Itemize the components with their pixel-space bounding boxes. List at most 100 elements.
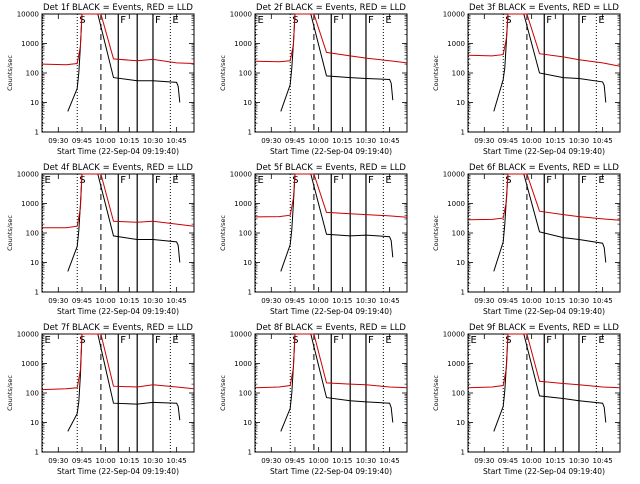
time-marker-label: F — [368, 15, 374, 26]
x-tick-label: 09:30 — [474, 137, 494, 145]
time-marker-label: E — [258, 175, 264, 186]
y-tick-label: 1000 — [21, 40, 39, 48]
time-marker-label: F — [333, 335, 339, 346]
x-tick-label: 10:00 — [96, 137, 116, 145]
y-tick-label: 100 — [239, 390, 252, 398]
time-marker-label: S — [505, 15, 511, 26]
time-marker-label: E — [385, 335, 391, 346]
x-tick-label: 10:00 — [309, 297, 329, 305]
time-marker-label: E — [471, 335, 477, 346]
x-tick-label: 09:45 — [285, 137, 305, 145]
y-tick-label: 10000 — [443, 11, 465, 19]
y-tick-label: 10 — [243, 419, 252, 427]
time-marker-label: S — [292, 335, 298, 346]
x-axis-label: Start Time (22-Sep-04 09:19:40) — [270, 147, 392, 156]
y-axis-label: Counts/sec — [432, 215, 440, 251]
time-marker-label: F — [581, 175, 587, 186]
time-marker-label: F — [155, 175, 161, 186]
x-tick-label: 10:15 — [545, 137, 565, 145]
plot-panel: Det 2f BLACK = Events, RED = LLD Counts/s… — [219, 3, 408, 156]
y-tick-label: 1 — [461, 289, 465, 297]
y-tick-label: 1 — [461, 129, 465, 137]
plot-panel: Det 9f BLACK = Events, RED = LLD Counts/s… — [432, 323, 621, 476]
y-tick-label: 100 — [26, 230, 39, 238]
y-tick-label: 10000 — [230, 331, 252, 339]
plot-panel: Det 7f BLACK = Events, RED = LLD Counts/s… — [6, 323, 195, 476]
plot-title: Det 3f BLACK = Events, RED = LLD — [469, 3, 619, 13]
series-line — [280, 13, 394, 112]
time-marker-label: F — [546, 335, 552, 346]
x-tick-label: 09:45 — [72, 457, 92, 465]
time-marker-label: E — [598, 175, 604, 186]
y-tick-label: 1 — [248, 129, 252, 137]
y-tick-label: 1 — [248, 449, 252, 457]
series-line — [42, 173, 195, 229]
y-tick-label: 10000 — [17, 11, 39, 19]
time-marker-label: S — [505, 335, 511, 346]
y-tick-label: 1000 — [447, 200, 465, 208]
time-marker-label: F — [368, 335, 374, 346]
plot-title: Det 8f BLACK = Events, RED = LLD — [256, 323, 406, 333]
time-marker-label: E — [598, 15, 604, 26]
x-tick-label: 10:30 — [143, 297, 163, 305]
y-tick-label: 100 — [26, 70, 39, 78]
y-tick-label: 100 — [239, 70, 252, 78]
y-tick-label: 1000 — [21, 200, 39, 208]
x-tick-label: 09:30 — [48, 137, 68, 145]
x-tick-label: 10:15 — [545, 297, 565, 305]
x-tick-label: 09:45 — [498, 297, 518, 305]
plot-title: Det 9f BLACK = Events, RED = LLD — [469, 323, 619, 333]
y-axis-label: Counts/sec — [6, 215, 14, 251]
y-tick-label: 1000 — [234, 360, 252, 368]
x-axis-label: Start Time (22-Sep-04 09:19:40) — [57, 467, 179, 476]
x-tick-label: 10:45 — [593, 137, 613, 145]
series-line — [255, 333, 408, 389]
y-tick-label: 10000 — [17, 331, 39, 339]
plot-panel: Det 6f BLACK = Events, RED = LLD Counts/s… — [432, 163, 621, 316]
y-tick-label: 10000 — [443, 331, 465, 339]
x-tick-label: 10:45 — [593, 297, 613, 305]
series-line — [280, 173, 394, 272]
y-tick-label: 10 — [456, 99, 465, 107]
y-axis-label: Counts/sec — [219, 55, 227, 91]
x-tick-label: 10:15 — [545, 457, 565, 465]
time-marker-label: S — [292, 15, 298, 26]
time-marker-label: E — [172, 175, 178, 186]
x-tick-label: 10:00 — [522, 297, 542, 305]
y-tick-label: 10 — [243, 99, 252, 107]
y-tick-label: 10 — [30, 259, 39, 267]
x-tick-label: 10:30 — [569, 297, 589, 305]
x-tick-label: 10:45 — [380, 457, 400, 465]
series-line — [493, 13, 607, 112]
x-tick-label: 10:45 — [380, 297, 400, 305]
y-axis-label: Counts/sec — [219, 375, 227, 411]
time-marker-label: F — [155, 15, 161, 26]
x-tick-label: 10:15 — [119, 137, 139, 145]
series-line — [67, 333, 181, 432]
x-tick-label: 09:45 — [285, 457, 305, 465]
x-tick-label: 10:00 — [522, 137, 542, 145]
x-tick-label: 10:00 — [309, 137, 329, 145]
plot-panel: Det 1f BLACK = Events, RED = LLD Counts/s… — [6, 3, 195, 156]
series-line — [42, 333, 195, 391]
time-marker-label: E — [45, 175, 51, 186]
series-line — [255, 13, 408, 64]
time-marker-label: F — [546, 15, 552, 26]
x-tick-label: 09:45 — [285, 297, 305, 305]
time-marker-label: S — [79, 335, 85, 346]
time-marker-label: F — [120, 175, 126, 186]
y-axis-label: Counts/sec — [219, 215, 227, 251]
x-tick-label: 10:30 — [143, 137, 163, 145]
x-tick-label: 10:15 — [332, 457, 352, 465]
x-tick-label: 10:45 — [167, 457, 187, 465]
y-tick-label: 10 — [456, 419, 465, 427]
x-tick-label: 09:30 — [261, 137, 281, 145]
x-tick-label: 10:45 — [167, 297, 187, 305]
plot-title: Det 4f BLACK = Events, RED = LLD — [43, 163, 193, 173]
x-tick-label: 09:45 — [498, 457, 518, 465]
y-tick-label: 1000 — [447, 40, 465, 48]
y-tick-label: 1000 — [234, 200, 252, 208]
x-tick-label: 09:45 — [72, 137, 92, 145]
y-tick-label: 10000 — [17, 171, 39, 179]
